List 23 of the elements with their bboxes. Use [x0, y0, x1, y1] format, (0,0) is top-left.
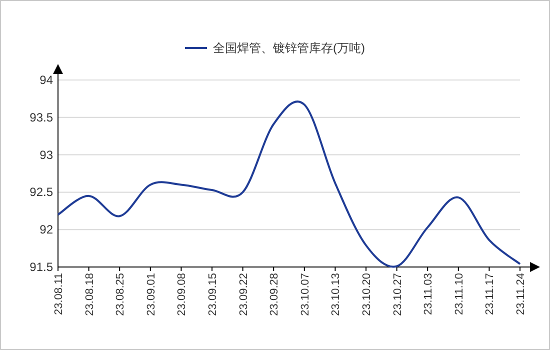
x-tick-label: 23.09.15 [207, 273, 219, 316]
x-tick-label: 23.08.25 [114, 273, 127, 316]
y-tick-label: 93.5 [30, 110, 54, 124]
x-tick-label: 23.09.08 [176, 273, 188, 316]
x-tick-label: 23.11.03 [422, 273, 435, 316]
y-tick-label: 92 [40, 222, 54, 237]
x-tick-label: 23.09.28 [268, 273, 281, 316]
x-tick-label: 23.11.10 [453, 273, 466, 316]
y-tick-label: 92.5 [30, 185, 54, 200]
y-tick-label: 91.5 [30, 260, 54, 274]
legend-label: 全国焊管、镀锌管库存(万吨) [213, 41, 365, 55]
y-tick-label: 94 [40, 73, 54, 87]
x-tick-label: 23.09.22 [238, 273, 250, 316]
x-tick-label: 23.10.20 [361, 273, 373, 316]
y-tick-label: 93 [40, 148, 54, 162]
x-tick-label: 23.11.17 [484, 273, 496, 316]
x-tick-label: 23.09.01 [145, 273, 158, 316]
x-tick-label: 23.10.07 [299, 273, 312, 316]
x-tick-label: 23.10.13 [330, 273, 342, 316]
x-tick-label: 23.08.18 [84, 273, 96, 316]
x-tick-label: 23.10.27 [392, 273, 404, 316]
x-tick-label: 23.11.24 [515, 273, 527, 316]
x-tick-label: 23.08.11 [53, 273, 65, 316]
